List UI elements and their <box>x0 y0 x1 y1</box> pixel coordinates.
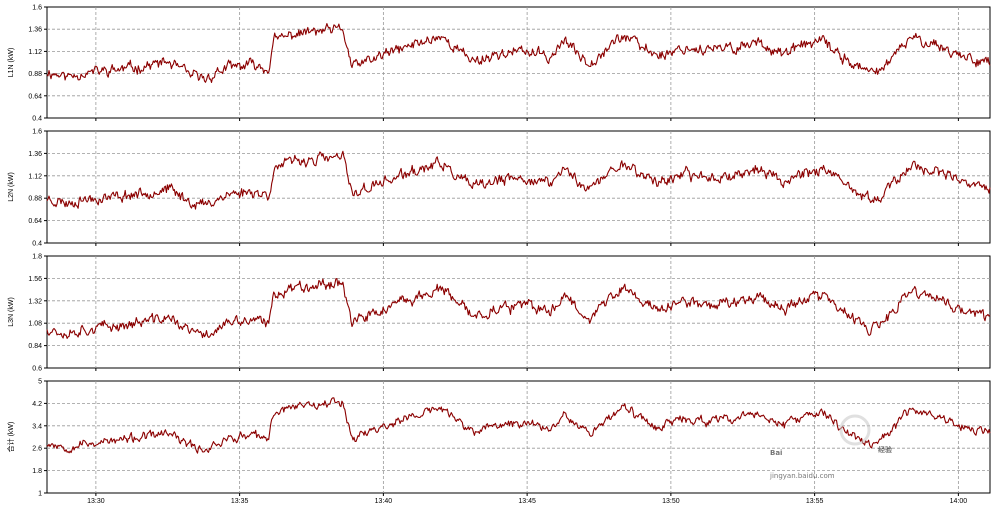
baidu-watermark: Bai 经验 jingyan.baidu.com <box>769 414 893 480</box>
y-tick-label: 0.4 <box>32 241 42 248</box>
x-tick-label: 14:00 <box>950 498 968 505</box>
x-tick-label: 13:45 <box>518 498 536 505</box>
y-tick-label: 1.12 <box>28 173 42 180</box>
panel-frame <box>46 6 991 119</box>
chart-panel-3: 1.8 1.56 1.32 1.08 0.84 0.6 L3N (kW) <box>8 254 991 373</box>
y-tick-label: 1.8 <box>32 468 42 475</box>
y-tick-label: 1.12 <box>28 49 42 56</box>
y-tick-label: 1.8 <box>32 254 42 261</box>
series-line <box>46 278 991 339</box>
series-line <box>46 397 991 454</box>
chart-panel-1: 1.6 1.36 1.12 0.88 0.64 0.4 L1N (kW) <box>8 5 991 123</box>
x-tick-label: 13:30 <box>87 498 105 505</box>
y-tick-label: 5 <box>38 379 42 386</box>
y-tick-label: 0.88 <box>28 196 42 203</box>
y-tick-label: 1.08 <box>28 321 42 328</box>
y-tick-label: 0.64 <box>28 218 42 225</box>
watermark-logo-text: Bai <box>770 449 782 457</box>
y-axis-label: L3N (kW) <box>8 297 15 327</box>
y-tick-label: 0.4 <box>32 116 42 123</box>
y-tick-label: 4.2 <box>32 401 42 408</box>
y-tick-label: 0.88 <box>28 71 42 78</box>
y-tick-label: 1.6 <box>32 129 42 136</box>
panel-frame <box>46 130 991 244</box>
y-axis-label: L1N (kW) <box>8 48 15 78</box>
series-line <box>46 150 991 210</box>
y-tick-label: 3.4 <box>32 423 42 430</box>
chart-panel-4: 5 4.2 3.4 2.6 1.8 1 合计 (kW) <box>6 379 991 498</box>
y-axis-label: L2N (kW) <box>8 172 15 202</box>
x-tick-label: 13:35 <box>231 498 249 505</box>
watermark-url: jingyan.baidu.com <box>769 472 835 480</box>
panel-frame <box>46 380 991 494</box>
y-tick-label: 1.36 <box>28 27 42 34</box>
y-tick-label: 0.64 <box>28 93 42 100</box>
y-tick-label: 0.6 <box>32 366 42 373</box>
paw-icon <box>839 414 871 446</box>
watermark-cn-text: 经验 <box>878 445 893 454</box>
x-tick-label: 13:50 <box>662 498 680 505</box>
x-tick-label: 13:55 <box>806 498 824 505</box>
panel-frame <box>46 255 991 369</box>
y-tick-label: 1 <box>38 491 42 498</box>
y-tick-label: 2.6 <box>32 446 42 453</box>
y-tick-label: 1.32 <box>28 298 42 305</box>
series-line <box>46 23 991 84</box>
y-tick-label: 1.36 <box>28 151 42 158</box>
y-tick-label: 1.6 <box>32 5 42 12</box>
x-tick-label: 13:40 <box>375 498 393 505</box>
chart-panel-2: 1.6 1.36 1.12 0.88 0.64 0.4 L2N (kW) <box>8 129 991 248</box>
y-axis-label: 合计 (kW) <box>6 422 15 453</box>
y-tick-label: 0.84 <box>28 343 42 350</box>
y-tick-label: 1.56 <box>28 276 42 283</box>
